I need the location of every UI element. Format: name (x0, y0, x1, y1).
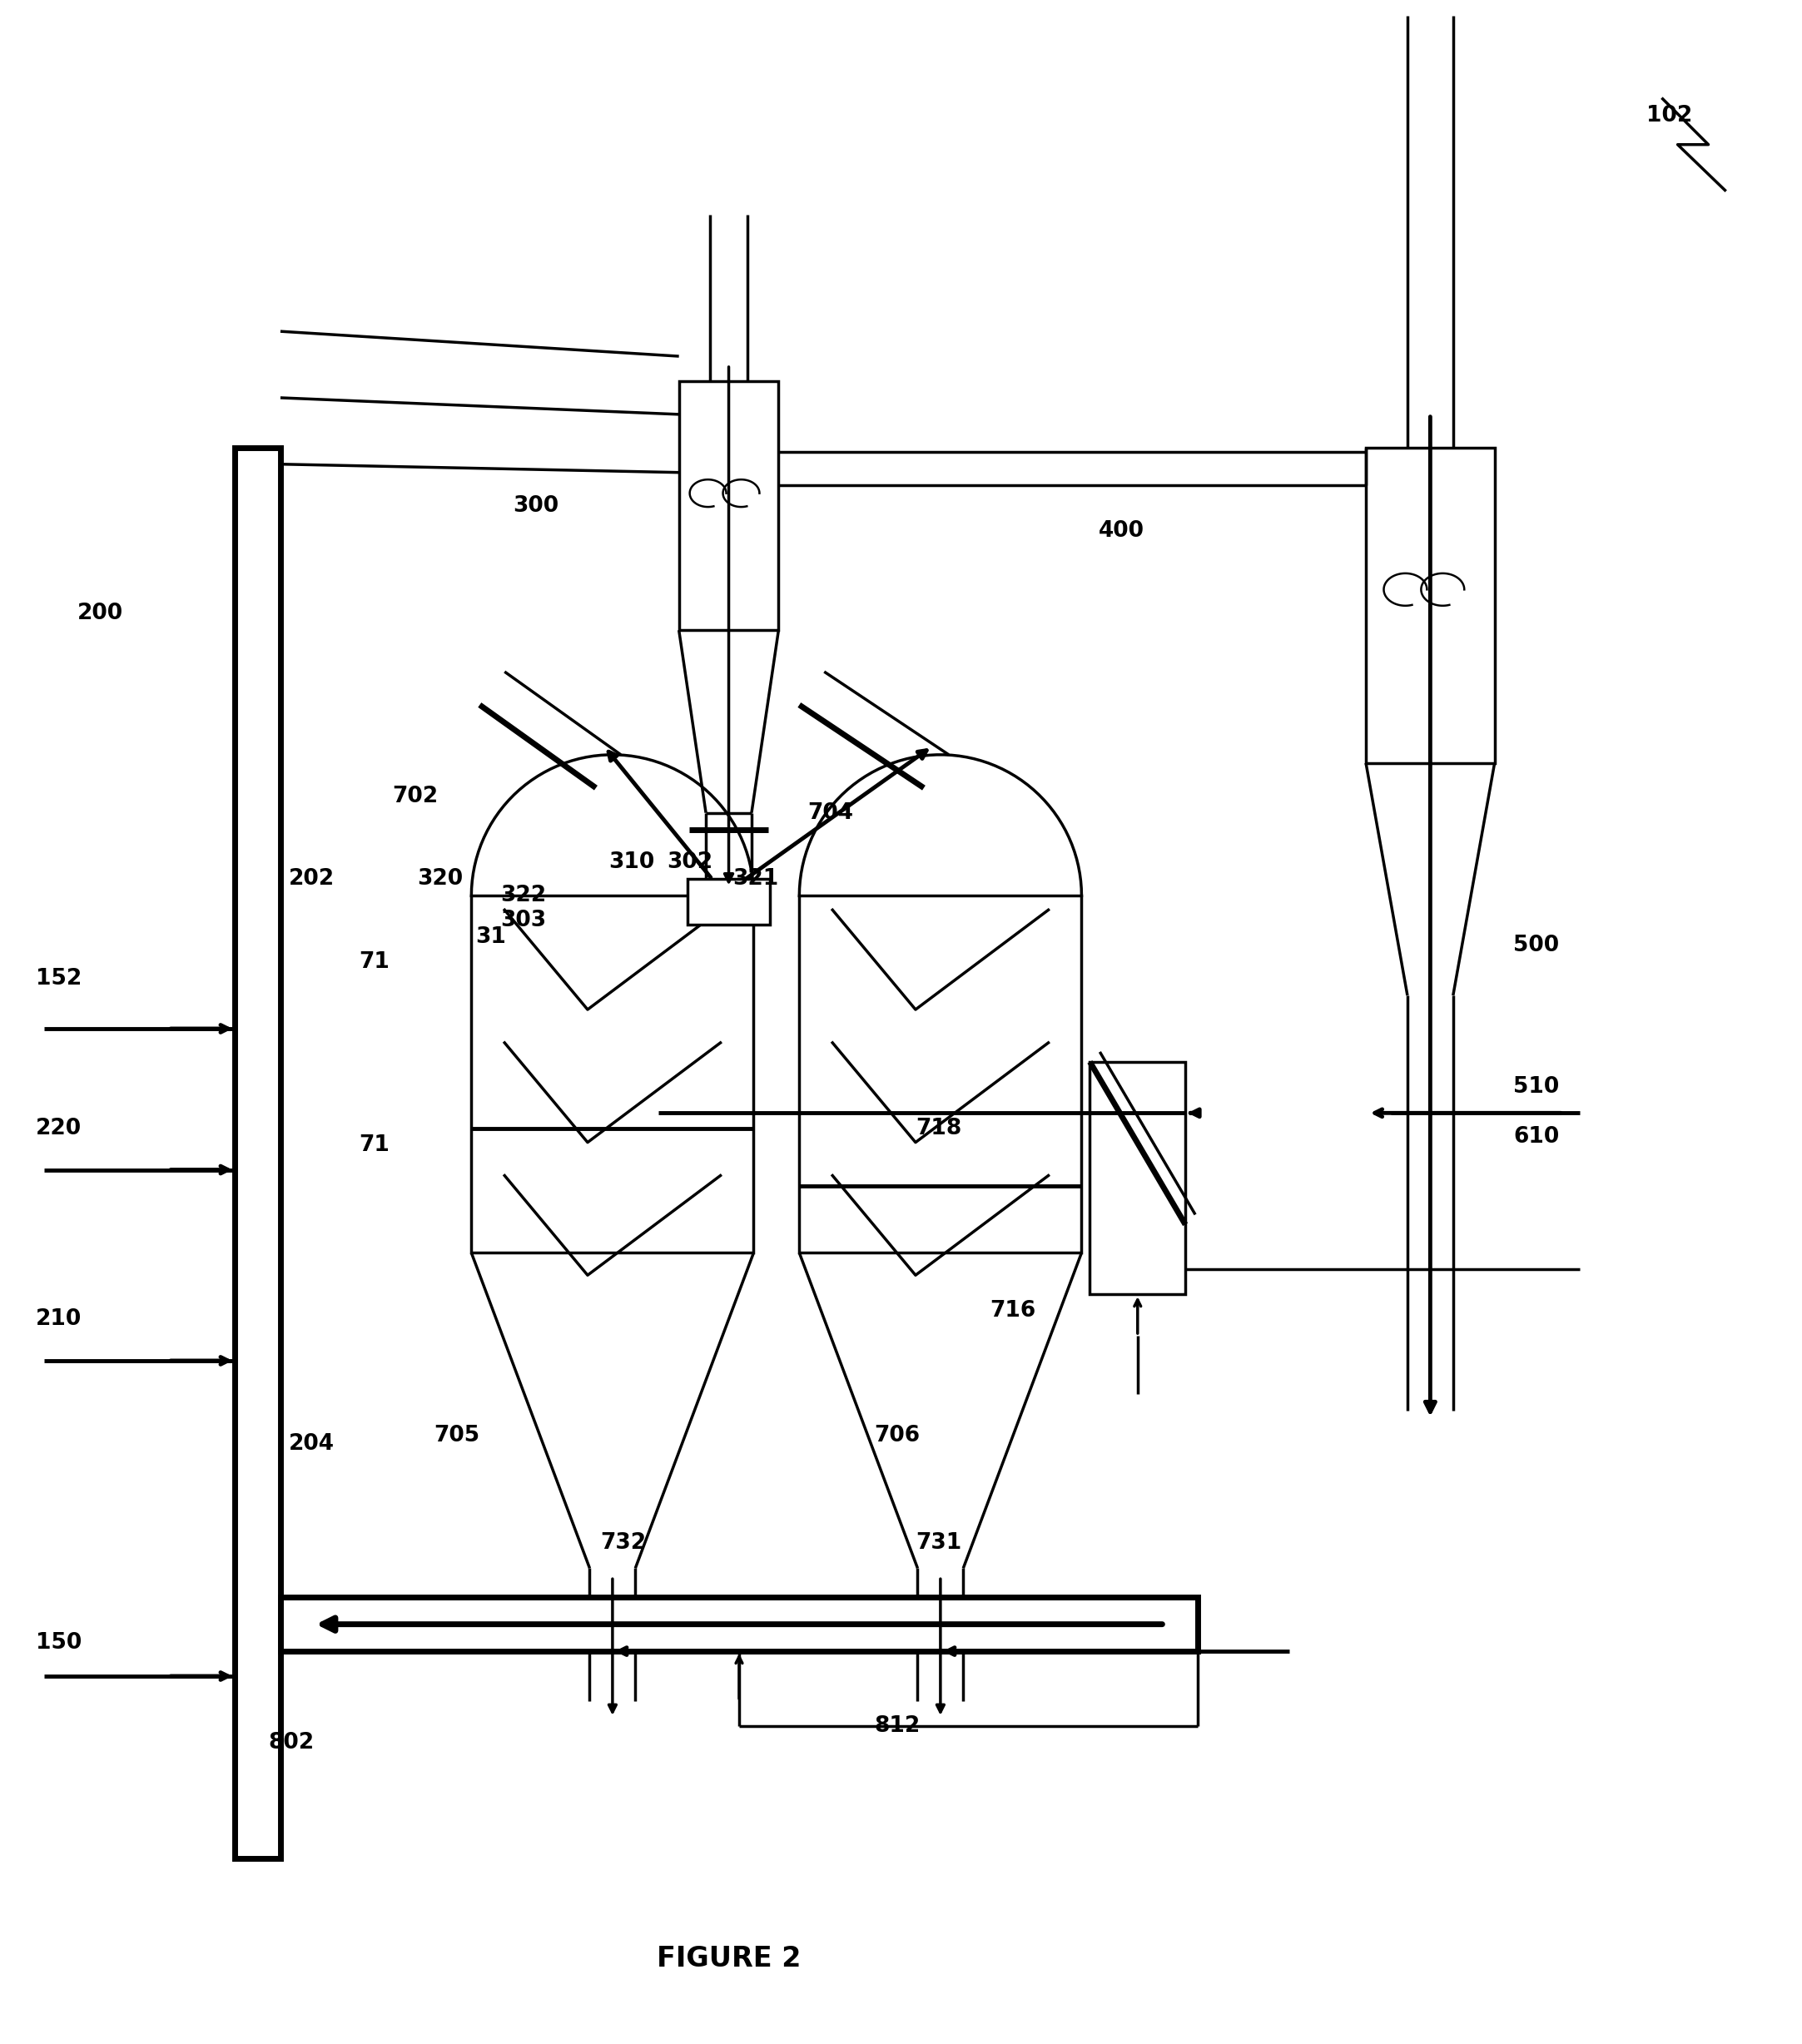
Text: 510: 510 (1514, 1075, 1559, 1098)
Text: 210: 210 (36, 1308, 81, 1331)
Bar (1366, 448, 1494, 762)
Bar (687, 879, 769, 924)
Text: 71: 71 (359, 1134, 389, 1155)
Text: 322: 322 (501, 885, 546, 908)
Text: 802: 802 (268, 1731, 314, 1754)
Text: 400: 400 (1097, 519, 1144, 542)
Text: 102: 102 (1645, 104, 1692, 127)
Text: 732: 732 (600, 1533, 645, 1553)
Text: 310: 310 (609, 852, 654, 873)
Text: 303: 303 (501, 910, 546, 932)
Bar (1090, 1061, 1186, 1294)
Text: 204: 204 (288, 1433, 335, 1455)
Text: 716: 716 (991, 1300, 1036, 1322)
Text: 702: 702 (393, 785, 438, 807)
Text: 220: 220 (36, 1118, 81, 1139)
Text: 321: 321 (733, 869, 778, 889)
Text: 731: 731 (915, 1533, 962, 1553)
Text: 150: 150 (36, 1631, 81, 1654)
Text: 202: 202 (288, 869, 335, 889)
Text: 500: 500 (1514, 934, 1559, 957)
Text: 320: 320 (418, 869, 463, 889)
Text: 300: 300 (514, 495, 559, 517)
Bar (234, 448, 281, 1858)
Text: 704: 704 (807, 801, 854, 824)
Text: 706: 706 (874, 1425, 919, 1447)
Bar (281, 1596, 1198, 1652)
Text: 31: 31 (476, 926, 506, 948)
Bar (679, 380, 778, 630)
Text: FIGURE 2: FIGURE 2 (656, 1944, 800, 1972)
Text: 610: 610 (1514, 1126, 1559, 1147)
Bar (800, 895, 1081, 1253)
Bar (472, 895, 753, 1253)
Text: 718: 718 (915, 1118, 962, 1139)
Text: 705: 705 (434, 1425, 479, 1447)
Text: 812: 812 (874, 1715, 921, 1737)
Text: 71: 71 (359, 950, 389, 973)
Text: 152: 152 (36, 969, 81, 989)
Text: 200: 200 (77, 603, 123, 623)
Text: 302: 302 (667, 852, 712, 873)
